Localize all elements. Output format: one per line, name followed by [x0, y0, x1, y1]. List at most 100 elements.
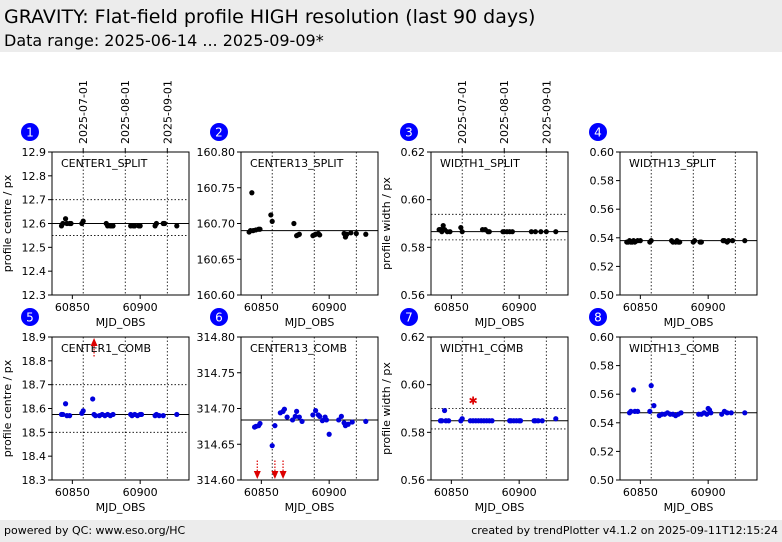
- data-point: [323, 417, 330, 423]
- y-tick-label: 18.5: [22, 426, 47, 439]
- x-tick-label: 60850: [623, 486, 658, 499]
- x-tick-label: 60850: [244, 486, 279, 499]
- panel-number-badge: [589, 308, 607, 326]
- data-point: [132, 223, 138, 229]
- plot-frame: [619, 151, 758, 296]
- y-tick-label: 12.6: [22, 218, 47, 231]
- y-axis-label: profile centre / px: [1, 174, 14, 272]
- data-point: [698, 239, 704, 245]
- data-point: [349, 419, 355, 425]
- data-point: [704, 411, 710, 417]
- panel-number-badge: [21, 308, 39, 326]
- data-point: [310, 412, 316, 418]
- x-axis-label: MJD_OBS: [664, 316, 714, 329]
- panel-number: 7: [405, 311, 413, 325]
- footer-created-by: created by trendPlotter v4.1.2 on 2025-0…: [471, 524, 778, 537]
- y-tick-label: 0.50: [590, 289, 615, 302]
- data-point: [345, 421, 351, 427]
- y-tick-label: 0.56: [590, 203, 615, 216]
- panel-number: 8: [594, 311, 602, 325]
- data-point: [648, 238, 654, 244]
- y-tick-label: 18.8: [22, 355, 47, 368]
- x-tick-label: 60850: [55, 486, 90, 499]
- date-tick-label: 2025-08-01: [119, 80, 132, 144]
- data-point: [535, 418, 541, 424]
- data-point: [459, 229, 465, 235]
- data-point: [648, 383, 654, 389]
- y-tick-label: 0.56: [401, 474, 426, 487]
- outlier-arrow: [90, 338, 98, 346]
- y-tick-label: 0.58: [590, 175, 615, 188]
- outlier-arrow: [271, 471, 279, 479]
- data-point: [678, 410, 684, 416]
- plot-frame: [240, 151, 379, 296]
- y-tick-label: 0.52: [590, 260, 615, 273]
- data-point: [284, 414, 290, 420]
- data-point: [80, 408, 86, 414]
- data-point: [289, 417, 296, 423]
- data-point: [110, 223, 116, 229]
- data-point: [729, 238, 736, 244]
- y-axis-label: profile width / px: [380, 177, 393, 270]
- y-tick-label: 160.65: [197, 253, 236, 266]
- data-point: [509, 229, 515, 235]
- x-axis-label: MJD_OBS: [285, 316, 335, 329]
- data-point: [539, 418, 545, 424]
- x-tick-label: 60900: [123, 486, 158, 499]
- x-tick-label: 60900: [312, 301, 347, 314]
- plot-frame: [240, 336, 379, 481]
- y-tick-label: 0.58: [401, 241, 426, 254]
- y-tick-label: 0.52: [590, 445, 615, 458]
- data-point: [281, 406, 288, 412]
- y-tick-label: 160.60: [197, 289, 236, 302]
- panel-number-badge: [589, 123, 607, 141]
- data-point: [296, 231, 302, 237]
- data-point: [338, 413, 344, 419]
- y-tick-label: 0.60: [590, 146, 615, 159]
- data-point: [440, 222, 446, 229]
- panel-number-badge: [21, 123, 39, 141]
- data-point: [294, 408, 300, 414]
- data-point: [90, 396, 96, 402]
- data-point: [692, 238, 698, 244]
- data-point: [486, 229, 492, 235]
- panel-name: CENTER1_SPLIT: [61, 157, 148, 170]
- data-point: [651, 403, 657, 409]
- data-point: [292, 413, 298, 419]
- data-range-subtitle: Data range: 2025-06-14 ... 2025-09-09*: [4, 31, 324, 50]
- x-tick-label: 60900: [691, 301, 726, 314]
- data-point: [363, 418, 369, 424]
- date-tick-label: 2025-09-01: [540, 80, 553, 144]
- data-point: [317, 232, 323, 238]
- y-tick-label: 0.60: [401, 194, 426, 207]
- footer-powered-by: powered by QC: www.eso.org/HC: [4, 524, 186, 537]
- panel-5: 18.3 18.4 18.5 18.6 18.7 18.8 18.9 60850 60900 MJ…: [1, 308, 190, 514]
- data-point: [257, 226, 263, 232]
- data-point: [532, 229, 539, 235]
- data-point: [269, 218, 275, 224]
- data-point: [553, 416, 559, 422]
- data-point: [538, 229, 544, 235]
- plot-frame: [51, 336, 190, 481]
- data-point: [299, 418, 305, 424]
- data-point: [528, 229, 534, 235]
- data-point: [742, 238, 748, 244]
- page-title: GRAVITY: Flat-field profile HIGH resolut…: [4, 6, 536, 28]
- panel-name: WIDTH13_COMB: [629, 342, 719, 355]
- y-tick-label: 0.54: [590, 232, 615, 245]
- data-point: [319, 418, 325, 424]
- x-tick-label: 60850: [623, 301, 658, 314]
- y-tick-label: 314.75: [197, 367, 236, 380]
- data-point: [153, 220, 160, 227]
- y-tick-label: 12.9: [22, 146, 47, 159]
- data-point: [458, 224, 464, 231]
- data-point: [67, 413, 73, 419]
- data-point: [317, 413, 323, 419]
- data-point: [725, 238, 732, 244]
- data-point: [156, 413, 162, 419]
- x-tick-label: 60900: [502, 301, 537, 314]
- y-tick-label: 0.58: [590, 360, 615, 373]
- panel-number: 3: [405, 126, 413, 140]
- data-point: [728, 410, 734, 416]
